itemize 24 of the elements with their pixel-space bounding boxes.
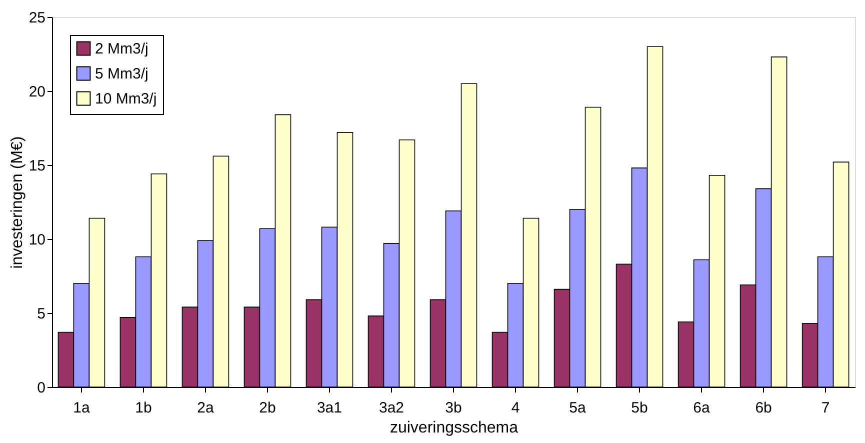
x-tick-label: 2a: [197, 400, 214, 416]
y-tick-label: 15: [28, 158, 46, 174]
legend-label: 2 Mm3/j: [95, 40, 148, 58]
legend-label: 10 Mm3/j: [95, 90, 157, 108]
y-tick-label: 10: [28, 232, 46, 248]
x-tick-label: 5a: [569, 400, 587, 416]
x-tick-label: 3a1: [316, 400, 342, 416]
y-axis-title: investeringen (M€): [8, 136, 26, 269]
x-tick-label: 2b: [259, 400, 276, 416]
legend-label: 5 Mm3/j: [95, 66, 148, 82]
x-tick-label: 7: [821, 400, 830, 416]
y-tick-label: 25: [28, 10, 46, 26]
x-tick-label: 1b: [135, 400, 152, 416]
x-tick-label: 3a2: [378, 400, 404, 416]
x-tick-label: 1a: [73, 400, 90, 416]
y-tick-label: 5: [37, 306, 46, 322]
x-tick-label: 6b: [755, 400, 772, 416]
y-tick-label: 0: [37, 380, 46, 396]
x-tick-label: 4: [511, 400, 520, 416]
y-tick-label: 20: [28, 84, 46, 100]
x-tick-label: 6a: [693, 400, 711, 416]
x-tick-label: 5b: [631, 400, 648, 416]
x-axis-title: zuiveringsschema: [390, 420, 518, 436]
x-tick-label: 3b: [445, 400, 462, 416]
